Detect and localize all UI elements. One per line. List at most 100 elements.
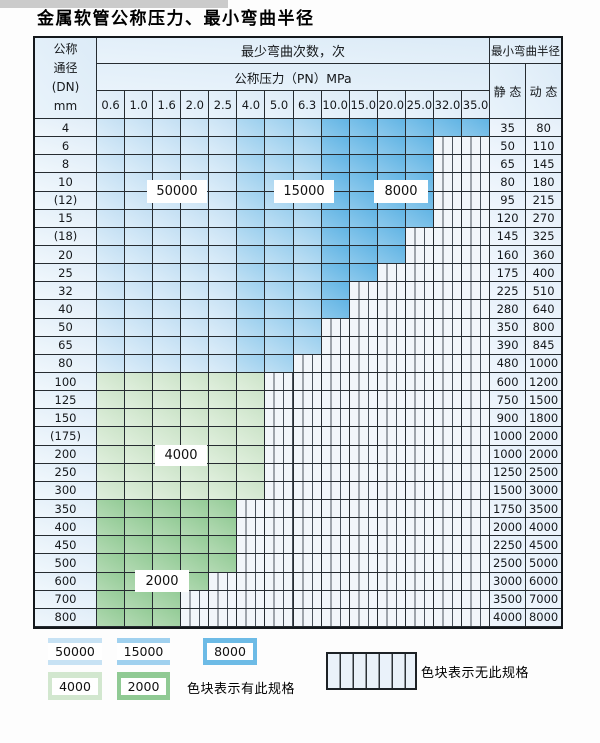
spec-cell-unavailable <box>462 137 491 156</box>
spec-cell-unavailable <box>293 409 322 428</box>
spec-cell-unavailable <box>293 354 322 373</box>
spec-cell-unavailable <box>462 209 491 228</box>
spec-cell-unavailable <box>265 608 294 627</box>
spec-cell-available <box>181 536 210 555</box>
legend-label-4000: 4000 <box>52 677 98 695</box>
cycles-label-2000: 2000 <box>135 570 189 592</box>
spec-cell-available <box>265 209 294 228</box>
dn-cell: 500 <box>35 554 97 573</box>
static-radius-cell: 160 <box>490 245 527 265</box>
spec-cell-available <box>265 354 294 373</box>
spec-cell-unavailable <box>405 300 434 319</box>
spec-cell-unavailable <box>462 409 491 428</box>
spec-cell-unavailable <box>237 499 266 519</box>
dn-cell: (18) <box>35 227 97 246</box>
spec-cell-available <box>209 191 238 210</box>
spec-cell-available <box>125 409 154 428</box>
spec-cell-unavailable <box>377 391 406 410</box>
legend-swatch-50000: 50000 <box>48 638 102 665</box>
pn-column-header: 0.6 <box>97 91 126 119</box>
spec-cell-available <box>125 245 154 265</box>
spec-cell-unavailable <box>433 191 463 210</box>
spec-cell-available <box>237 481 266 500</box>
spec-cell-available <box>349 264 378 283</box>
spec-cell-available <box>97 300 126 319</box>
spec-cell-unavailable <box>433 445 463 464</box>
spec-cell-unavailable <box>349 318 378 337</box>
spec-cell-available <box>209 409 238 428</box>
spec-cell-available <box>97 391 126 410</box>
spec-cell-unavailable <box>349 518 378 537</box>
spec-cell-unavailable <box>265 481 294 500</box>
dn-cell: 32 <box>35 282 97 301</box>
spec-cell-unavailable <box>462 300 491 319</box>
spec-cell-available <box>181 155 210 174</box>
spec-cell-available <box>181 554 210 573</box>
spec-cell-available <box>237 137 266 156</box>
spec-cell-available <box>125 372 154 392</box>
spec-cell-unavailable <box>377 590 406 609</box>
dn-header-cell: 公称 通径 (DN) mm <box>35 38 97 119</box>
spec-cell-unavailable <box>433 499 463 519</box>
spec-cell-available <box>125 481 154 500</box>
static-header: 静 态 <box>490 64 526 119</box>
pn-column-header: 1.0 <box>125 91 154 119</box>
spec-cell-available <box>321 264 350 283</box>
spec-cell-unavailable <box>265 463 294 482</box>
bend-cycles-header: 最少弯曲次数，次 <box>97 38 490 64</box>
static-radius-cell: 225 <box>490 282 527 301</box>
spec-cell-unavailable <box>377 427 406 446</box>
dn-cell: 15 <box>35 209 97 228</box>
pressure-header-block: 最少弯曲次数，次 公称压力（PN）MPa 0.6 1.0 1.6 2.0 2.5 4.0 5… <box>97 38 491 119</box>
spec-cell-unavailable <box>377 282 406 301</box>
spec-cell-available <box>181 518 210 537</box>
spec-cell-unavailable <box>462 318 491 337</box>
table-row: 8 65 145 <box>35 155 562 174</box>
legend-swatch-15000: 15000 <box>116 638 171 665</box>
table-row: 20 160 360 <box>35 245 562 265</box>
spec-cell-unavailable <box>265 518 294 537</box>
dn-cell: 80 <box>35 354 97 373</box>
static-radius-cell: 1000 <box>490 427 527 446</box>
spec-cell-available <box>209 282 238 301</box>
spec-cell-available <box>377 227 406 246</box>
spec-cell-available <box>97 536 126 555</box>
spec-cell-available <box>153 481 182 500</box>
spec-cell-available <box>321 282 350 301</box>
spec-cell-available <box>153 391 182 410</box>
dn-cell: 700 <box>35 590 97 609</box>
static-radius-cell: 1750 <box>490 499 527 519</box>
spec-cell-available <box>349 227 378 246</box>
spec-cell-unavailable <box>321 336 350 355</box>
spec-cell-available <box>321 245 350 265</box>
table-row: 250 1250 2500 <box>35 463 562 482</box>
spec-cell-available <box>237 318 266 337</box>
spec-cell-available <box>293 137 322 156</box>
spec-cell-unavailable <box>377 372 406 392</box>
spec-cell-unavailable <box>181 608 210 627</box>
spec-cell-unavailable <box>293 536 322 555</box>
spec-cell-available <box>237 173 266 192</box>
spec-cell-unavailable <box>321 463 350 482</box>
spec-cell-available <box>181 227 210 246</box>
spec-cell-available <box>209 554 238 573</box>
spec-cell-unavailable <box>433 463 463 482</box>
spec-cell-available <box>265 137 294 156</box>
dn-header-line: 通径 <box>53 61 78 75</box>
spec-cell-unavailable <box>349 481 378 500</box>
dn-cell: (175) <box>35 427 97 446</box>
legend-label-15000: 15000 <box>116 643 171 660</box>
dn-cell: 450 <box>35 536 97 555</box>
spec-cell-available <box>181 391 210 410</box>
spec-cell-available <box>125 155 154 174</box>
spec-cell-unavailable <box>349 608 378 627</box>
spec-cell-available <box>125 336 154 355</box>
spec-cell-unavailable <box>293 554 322 573</box>
spec-cell-available <box>405 137 434 156</box>
spec-cell-available <box>153 499 182 519</box>
spec-cell-available <box>462 119 491 138</box>
static-radius-cell: 750 <box>490 391 527 410</box>
dynamic-radius-cell: 6000 <box>526 572 562 591</box>
spec-cell-available <box>321 119 350 138</box>
spec-cell-unavailable <box>405 427 434 446</box>
